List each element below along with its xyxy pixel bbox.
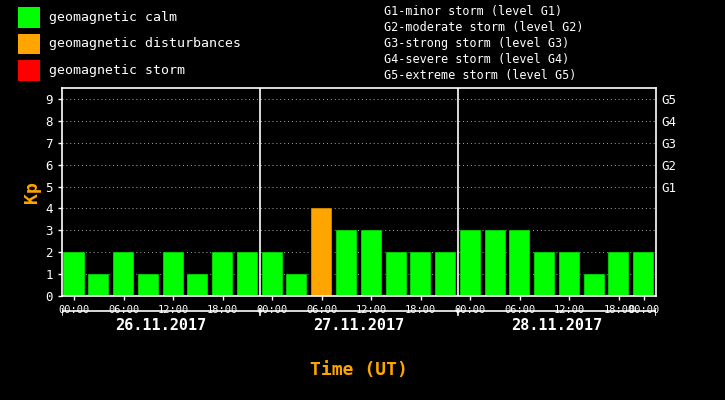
Bar <box>18 7 40 28</box>
Bar <box>237 252 258 296</box>
Text: G3-strong storm (level G3): G3-strong storm (level G3) <box>384 38 569 50</box>
Text: G4-severe storm (level G4): G4-severe storm (level G4) <box>384 54 569 66</box>
Text: Time (UT): Time (UT) <box>310 361 407 379</box>
Bar <box>187 274 208 296</box>
Text: 27.11.2017: 27.11.2017 <box>313 318 405 334</box>
Bar <box>410 252 431 296</box>
Text: 28.11.2017: 28.11.2017 <box>511 318 602 334</box>
Text: geomagnetic calm: geomagnetic calm <box>49 11 177 24</box>
Bar <box>212 252 233 296</box>
Bar <box>559 252 580 296</box>
Bar <box>113 252 134 296</box>
Bar <box>64 252 85 296</box>
Y-axis label: Kp: Kp <box>23 181 41 203</box>
Bar <box>584 274 605 296</box>
Bar <box>88 274 109 296</box>
Bar <box>460 230 481 296</box>
Bar <box>534 252 555 296</box>
Bar <box>18 34 40 54</box>
Bar <box>336 230 357 296</box>
Text: geomagnetic storm: geomagnetic storm <box>49 64 185 77</box>
Bar <box>484 230 505 296</box>
Text: geomagnetic disturbances: geomagnetic disturbances <box>49 38 241 50</box>
Bar <box>162 252 183 296</box>
Bar <box>608 252 629 296</box>
Bar <box>138 274 159 296</box>
Bar <box>510 230 531 296</box>
Bar <box>286 274 307 296</box>
Text: G2-moderate storm (level G2): G2-moderate storm (level G2) <box>384 22 584 34</box>
Bar <box>361 230 382 296</box>
Bar <box>311 208 332 296</box>
Bar <box>262 252 283 296</box>
Text: G5-extreme storm (level G5): G5-extreme storm (level G5) <box>384 70 576 82</box>
Text: G1-minor storm (level G1): G1-minor storm (level G1) <box>384 6 562 18</box>
Bar <box>18 60 40 81</box>
Bar <box>386 252 407 296</box>
Text: 26.11.2017: 26.11.2017 <box>115 318 207 334</box>
Bar <box>633 252 654 296</box>
Bar <box>435 252 456 296</box>
